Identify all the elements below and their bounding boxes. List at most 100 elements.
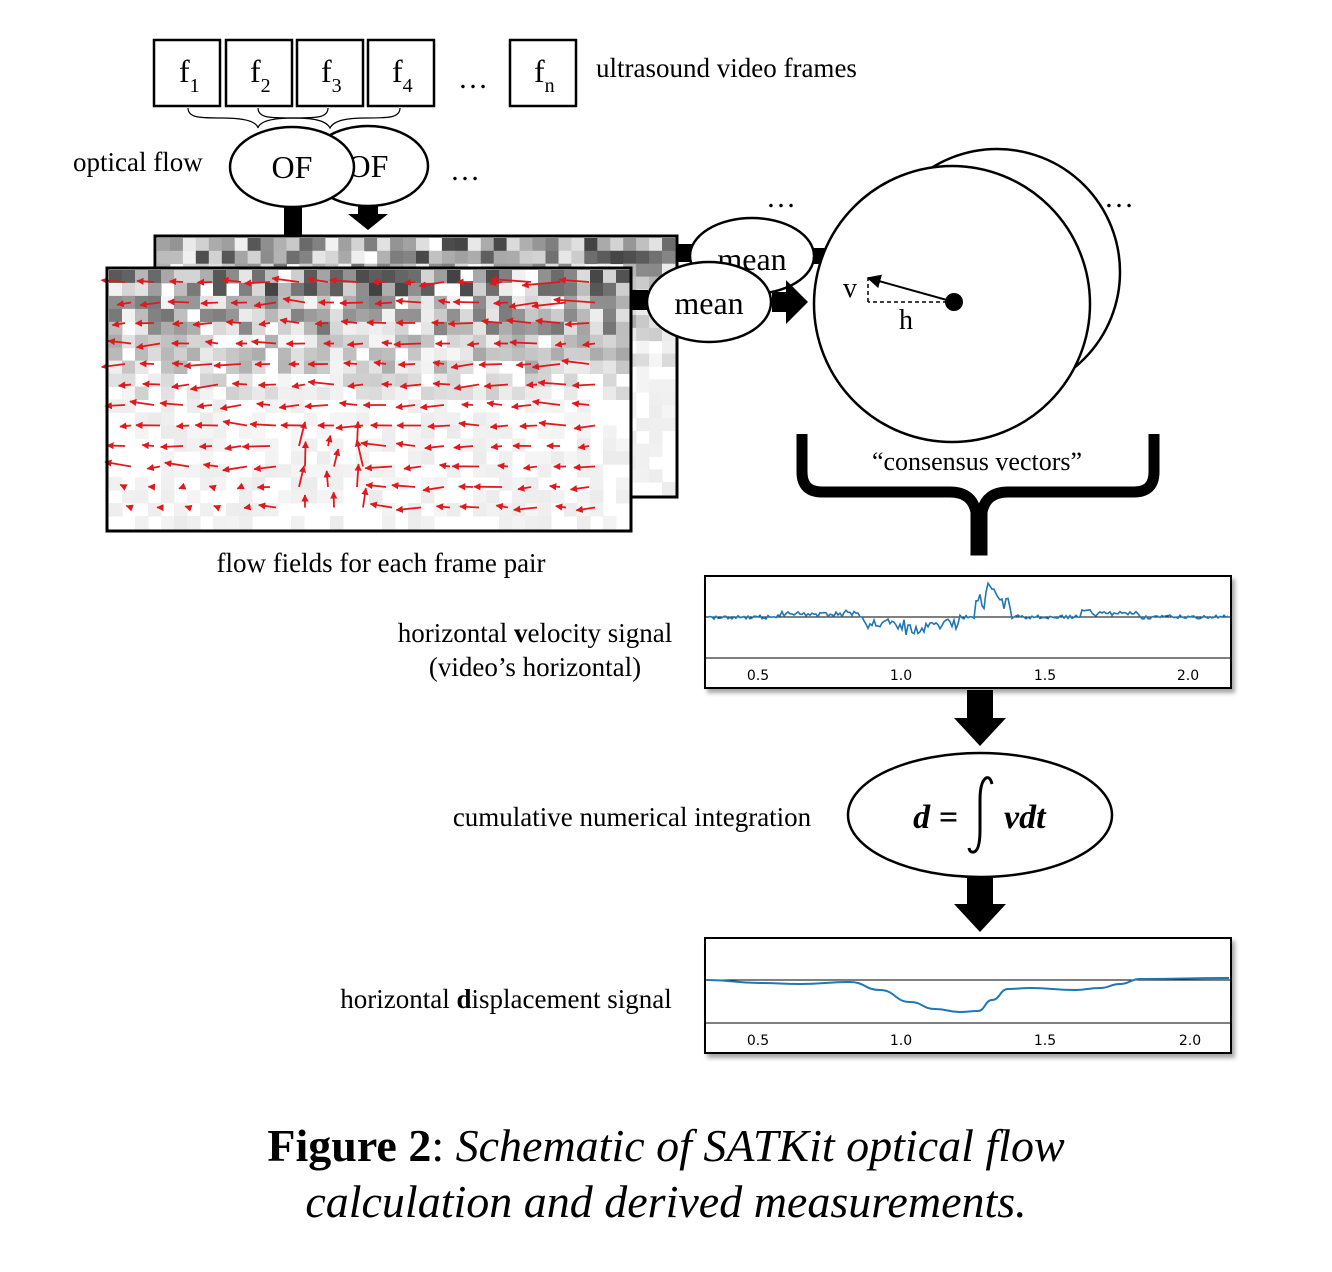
flow-pixel bbox=[473, 334, 487, 349]
flow-pixel bbox=[252, 282, 266, 297]
flow-pixel bbox=[200, 373, 214, 387]
velocity-signal-sublabel: (video’s horizontal) bbox=[429, 652, 641, 682]
flow-pixel bbox=[351, 250, 365, 265]
flow-pixel bbox=[577, 347, 591, 362]
flow-vector-arrow bbox=[119, 483, 128, 491]
flow-vector-arrow bbox=[366, 319, 387, 327]
flow-pixel bbox=[597, 250, 611, 265]
flow-pixel bbox=[260, 250, 274, 265]
flow-pixel bbox=[395, 270, 409, 284]
flow-pixel bbox=[304, 412, 318, 426]
flow-pixel bbox=[369, 334, 383, 349]
flow-pixel bbox=[265, 451, 279, 465]
frame-box-1: f1 bbox=[152, 38, 222, 108]
flow-pixel bbox=[408, 360, 422, 374]
flow-vector-arrow bbox=[249, 420, 277, 429]
flow-pixel bbox=[538, 373, 552, 387]
flow-pixel bbox=[278, 347, 292, 362]
frame-label-4: f4 bbox=[392, 53, 413, 97]
flow-pixel bbox=[610, 238, 624, 252]
flow-pixel bbox=[226, 308, 240, 323]
flow-pixel bbox=[416, 250, 430, 265]
flow-pixel bbox=[590, 334, 604, 349]
optical-flow-label: optical flow bbox=[73, 147, 203, 177]
displacement-signal-line bbox=[706, 977, 1230, 1014]
flow-pixel bbox=[304, 490, 318, 504]
flow-pixel bbox=[148, 347, 162, 362]
flow-pixel bbox=[252, 386, 266, 400]
flow-pixel bbox=[649, 250, 663, 265]
frames-ellipsis: … bbox=[458, 62, 488, 95]
flow-pixel bbox=[252, 360, 266, 374]
flow-pixel bbox=[278, 360, 292, 374]
flow-pixel bbox=[343, 464, 357, 478]
flow-pixel bbox=[577, 334, 591, 349]
flow-pixel bbox=[122, 308, 136, 323]
flow-pixel bbox=[395, 321, 409, 336]
flow-pixel bbox=[200, 477, 214, 491]
flow-pixel bbox=[499, 503, 513, 517]
flow-vector-arrow bbox=[136, 277, 155, 285]
flow-vector-arrow bbox=[537, 379, 567, 387]
flow-vector-arrow bbox=[346, 340, 364, 348]
flow-vector-arrow bbox=[253, 464, 277, 472]
flow-pixel bbox=[610, 250, 624, 265]
flow-pixel bbox=[473, 425, 487, 439]
flow-vector-arrow bbox=[558, 276, 590, 284]
flow-vector-arrow bbox=[200, 299, 219, 307]
flow-pixel bbox=[265, 503, 279, 517]
flow-pixel bbox=[590, 360, 604, 374]
flow-pixel bbox=[343, 321, 357, 336]
flow-pixel bbox=[317, 386, 331, 400]
flow-pixel bbox=[278, 295, 292, 310]
flow-pixel bbox=[486, 490, 500, 504]
flow-pixel bbox=[538, 282, 552, 297]
flow-pixel bbox=[525, 516, 539, 530]
flow-pixel bbox=[538, 347, 552, 362]
flow-pixel bbox=[571, 250, 585, 265]
velocity-tick-1.5: 1.5 bbox=[1034, 668, 1056, 684]
flow-pixel bbox=[174, 425, 188, 439]
flow-pixel bbox=[616, 438, 630, 452]
flow-vector-arrow bbox=[347, 382, 364, 390]
flow-vector-arrow bbox=[213, 504, 222, 512]
flow-vector-arrow bbox=[447, 320, 474, 328]
flow-vector-arrow bbox=[106, 442, 126, 450]
flow-pixel bbox=[369, 282, 383, 297]
flow-pixel bbox=[356, 308, 370, 323]
flow-pixel bbox=[304, 270, 318, 284]
flow-pixel bbox=[382, 425, 396, 439]
flow-pixel bbox=[122, 334, 136, 349]
flow-vector-arrow bbox=[531, 398, 561, 406]
flow-pixel bbox=[512, 386, 526, 400]
flow-vector-arrow bbox=[221, 276, 242, 284]
flow-pixel bbox=[538, 503, 552, 517]
flow-vector-arrow bbox=[437, 298, 451, 306]
flow-pixel bbox=[564, 451, 578, 465]
flow-pixel bbox=[636, 353, 650, 367]
flow-pixel bbox=[291, 347, 305, 362]
flow-pixel bbox=[480, 238, 495, 252]
flow-pixel bbox=[330, 477, 344, 491]
integration-node: d = vdt bbox=[846, 751, 1114, 879]
flow-pixel bbox=[636, 443, 650, 457]
flow-pixel bbox=[330, 516, 344, 530]
flow-pixel bbox=[252, 438, 266, 452]
flow-pixel bbox=[649, 469, 663, 483]
flow-pixel bbox=[351, 238, 365, 252]
flow-pixel bbox=[291, 321, 305, 336]
integral-sign bbox=[967, 776, 994, 854]
flow-pixel bbox=[493, 238, 508, 252]
flow-pixel bbox=[169, 250, 184, 265]
flow-pixel bbox=[603, 321, 617, 336]
flow-pixel bbox=[421, 412, 435, 426]
flow-pixel bbox=[109, 503, 123, 517]
flow-vector-arrow bbox=[107, 338, 132, 346]
flow-pixel bbox=[623, 238, 637, 252]
flow-pixel bbox=[161, 477, 175, 491]
flow-pixel bbox=[603, 295, 617, 310]
svg-text:OF: OF bbox=[272, 149, 313, 185]
flow-pixel bbox=[122, 490, 136, 504]
flow-pixel bbox=[161, 360, 175, 374]
flow-pixel bbox=[187, 334, 201, 349]
